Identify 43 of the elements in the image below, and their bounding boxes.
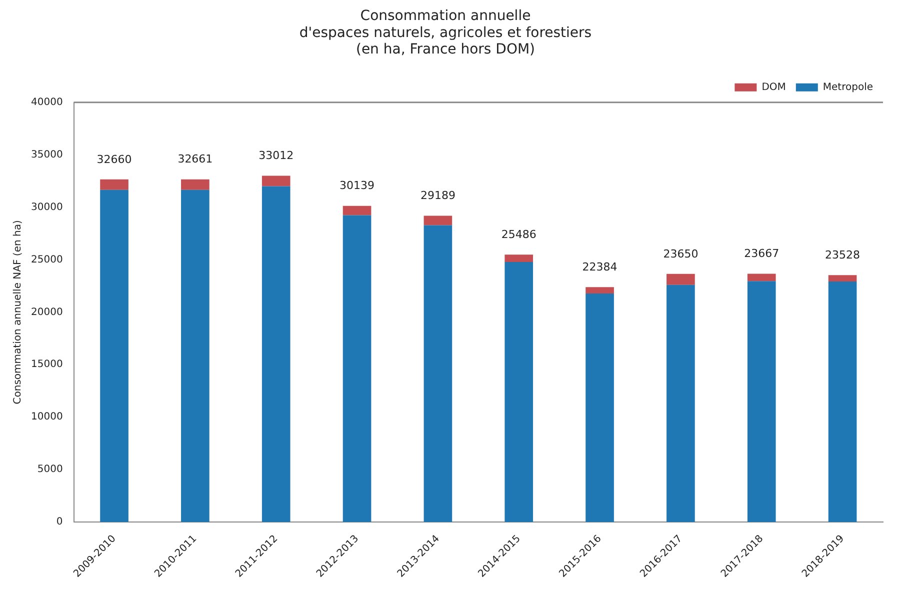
y-tick-label: 40000 xyxy=(31,96,63,108)
bar xyxy=(424,225,452,522)
y-axis-title: Consommation annuelle NAF (en ha) xyxy=(12,220,24,404)
total-label: 32660 xyxy=(96,152,132,166)
y-tick-label: 25000 xyxy=(31,254,63,266)
bar xyxy=(181,179,210,190)
bar xyxy=(747,281,776,522)
y-tick-label: 10000 xyxy=(31,412,63,423)
total-label: 22384 xyxy=(582,260,618,274)
y-tick-label: 20000 xyxy=(31,306,63,318)
y-tick-label: 15000 xyxy=(31,359,63,370)
bar xyxy=(586,293,614,522)
bar xyxy=(828,281,857,522)
bar xyxy=(828,275,857,282)
total-label: 23528 xyxy=(825,248,860,262)
total-label: 29189 xyxy=(420,189,456,202)
bar xyxy=(342,206,372,216)
y-tick-label: 0 xyxy=(56,516,63,528)
bar xyxy=(100,179,128,190)
total-label: 30139 xyxy=(340,179,375,192)
legend-label: Metropole xyxy=(822,82,873,93)
bar xyxy=(181,190,210,522)
total-label: 32661 xyxy=(178,152,213,166)
bar xyxy=(262,176,290,186)
bar xyxy=(100,190,128,522)
bar xyxy=(342,215,372,522)
bar xyxy=(262,186,290,522)
y-tick-label: 30000 xyxy=(31,202,63,213)
bar xyxy=(586,287,614,294)
bar xyxy=(504,262,534,522)
total-label: 23667 xyxy=(744,247,780,260)
bar xyxy=(666,284,695,522)
total-label: 23650 xyxy=(663,247,698,260)
y-tick-label: 5000 xyxy=(37,464,63,476)
total-label: 25486 xyxy=(501,228,536,241)
chart-title: Consommation annuelle d'espaces naturels, agricoles et forestiers (en ha, France hors DOM) xyxy=(299,8,592,58)
total-label: 33012 xyxy=(258,149,294,162)
bar xyxy=(666,274,695,285)
y-tick-label: 35000 xyxy=(31,149,63,160)
bar xyxy=(504,254,534,262)
legend-label: DOM xyxy=(762,82,786,93)
bar xyxy=(747,274,776,282)
bar xyxy=(424,216,452,226)
